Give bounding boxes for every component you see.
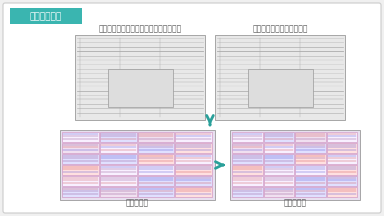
Bar [326, 143, 357, 153]
Bar [326, 154, 357, 164]
Text: 自動補正前: 自動補正前 [126, 198, 149, 207]
Bar [263, 165, 294, 175]
Text: 自動補正後: 自動補正後 [283, 198, 306, 207]
Bar [263, 132, 294, 142]
Bar [232, 143, 263, 153]
Bar [263, 187, 294, 197]
Bar [326, 187, 357, 197]
Bar [62, 165, 99, 175]
Bar [137, 143, 174, 153]
Text: スキャンデータ２低解像度: スキャンデータ２低解像度 [252, 24, 308, 33]
Bar [100, 132, 136, 142]
Bar [230, 130, 360, 200]
Bar [263, 176, 294, 186]
Bar [108, 69, 172, 107]
Bar [137, 154, 174, 164]
Bar [326, 132, 357, 142]
Bar [137, 165, 174, 175]
Bar [137, 187, 174, 197]
Bar [263, 154, 294, 164]
Bar [62, 143, 99, 153]
Bar [295, 132, 326, 142]
Bar [175, 187, 212, 197]
Bar [295, 187, 326, 197]
Bar [62, 132, 99, 142]
Bar [232, 132, 263, 142]
Bar [248, 69, 313, 107]
FancyBboxPatch shape [3, 3, 381, 213]
Bar [100, 143, 136, 153]
Bar [175, 143, 212, 153]
Text: 自動補正機能: 自動補正機能 [30, 13, 62, 22]
Bar [62, 154, 99, 164]
Bar [137, 176, 174, 186]
Bar [232, 187, 263, 197]
Bar [232, 154, 263, 164]
Bar [326, 176, 357, 186]
Bar [62, 187, 99, 197]
Bar [295, 143, 326, 153]
Bar [100, 165, 136, 175]
Text: スキャンデータ１青焼き図面（＋歪み）: スキャンデータ１青焼き図面（＋歪み） [98, 24, 182, 33]
Bar [295, 154, 326, 164]
Bar [326, 165, 357, 175]
Bar [232, 176, 263, 186]
Bar [263, 143, 294, 153]
Bar [295, 165, 326, 175]
Bar [232, 165, 263, 175]
Bar [175, 132, 212, 142]
Bar [100, 154, 136, 164]
Bar [175, 176, 212, 186]
Bar [215, 35, 345, 120]
Bar [175, 154, 212, 164]
FancyBboxPatch shape [10, 8, 82, 24]
Bar [175, 165, 212, 175]
Bar [137, 132, 174, 142]
Bar [100, 176, 136, 186]
Bar [100, 187, 136, 197]
Bar [60, 130, 215, 200]
Bar [62, 176, 99, 186]
Bar [295, 176, 326, 186]
Bar [75, 35, 205, 120]
